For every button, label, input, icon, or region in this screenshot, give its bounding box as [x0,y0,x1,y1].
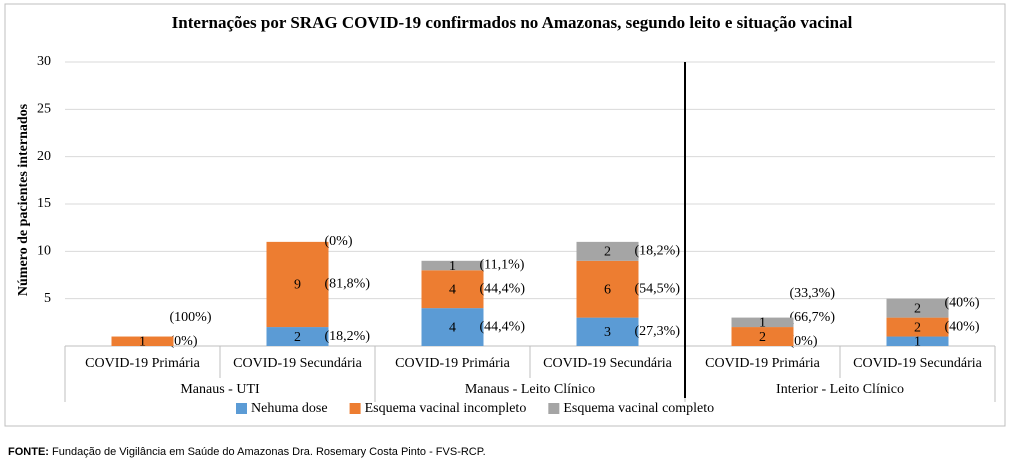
value-label: 4 [449,282,456,297]
percent-label: (0%) [325,234,353,249]
y-tick-label: 30 [37,54,51,69]
bar-segment [886,336,949,346]
legend-swatch [349,403,361,414]
bar-segment [266,241,329,328]
y-axis-label: Número de pacientes internados [16,103,31,296]
bar-segment [576,241,639,261]
group-label: Manaus - Leito Clínico [465,382,595,397]
percent-label: (66,7%) [790,310,836,325]
bar-segment [886,298,949,318]
bar-segment [886,317,949,337]
value-label: 1 [759,316,766,331]
percent-label: (40%) [945,319,980,334]
bar-segment [576,317,639,346]
value-label: 2 [294,330,301,345]
group-label: Interior - Leito Clínico [776,382,904,397]
footer: FONTE: Fundação de Vigilância em Saúde d… [8,446,486,458]
legend-swatch [548,403,560,414]
bar-segment [421,260,484,271]
value-label: 1 [139,334,146,349]
chart-title: Internações por SRAG COVID-19 confirmado… [172,13,853,32]
chart-border [4,3,1006,427]
value-label: 1 [914,334,921,349]
y-tick-label: 10 [37,244,51,259]
bar-segment [731,317,794,328]
y-tick-label: 20 [37,149,51,164]
value-label: 2 [759,330,766,345]
percent-label: (18,2%) [635,244,681,259]
x-tick-label: COVID-19 Primária [85,356,200,371]
percent-label: (44,4%) [480,319,526,334]
percent-label: (0%) [170,334,198,349]
percent-label: (0%) [790,334,818,349]
legend-label: Esquema vacinal completo [563,401,714,416]
bar-segment [576,260,639,318]
percent-label: (81,8%) [325,277,371,292]
value-label: 2 [914,301,921,316]
y-tick-label: 15 [37,196,51,211]
bar-segment [266,327,329,346]
value-label: 6 [604,282,611,297]
x-tick-label: COVID-19 Secundária [543,356,672,371]
x-tick-label: COVID-19 Primária [395,356,510,371]
x-tick-label: COVID-19 Secundária [853,356,982,371]
legend-swatch [236,403,247,414]
y-tick-label: 5 [44,291,51,306]
footer-text: Fundação de Vigilância em Saúde do Amazo… [52,446,486,458]
value-label: 3 [604,325,611,340]
percent-label: (44,4%) [480,281,526,296]
percent-label: (40%) [945,295,980,310]
value-label: 2 [604,245,611,260]
group-label: Manaus - UTI [180,382,260,397]
percent-label: (33,3%) [790,286,836,301]
bar-segment [421,308,484,346]
percent-label: (11,1%) [480,257,525,272]
value-label: 9 [294,278,301,293]
value-label: 4 [449,320,456,335]
bar-segment [111,336,174,346]
percent-label: (100%) [170,310,212,325]
bar-segment [731,327,794,346]
footer-label: FONTE: [8,446,49,458]
legend-label: Esquema vacinal incompleto [365,401,527,416]
value-label: 2 [914,320,921,335]
x-tick-label: COVID-19 Secundária [233,356,362,371]
legend-label: Nehuma dose [251,401,328,416]
x-tick-label: COVID-19 Primária [705,356,820,371]
y-tick-label: 25 [37,102,51,117]
percent-label: (18,2%) [325,329,371,344]
percent-label: (27,3%) [635,324,681,339]
value-label: 1 [449,259,456,274]
bar-segment [421,270,484,309]
percent-label: (54,5%) [635,281,681,296]
